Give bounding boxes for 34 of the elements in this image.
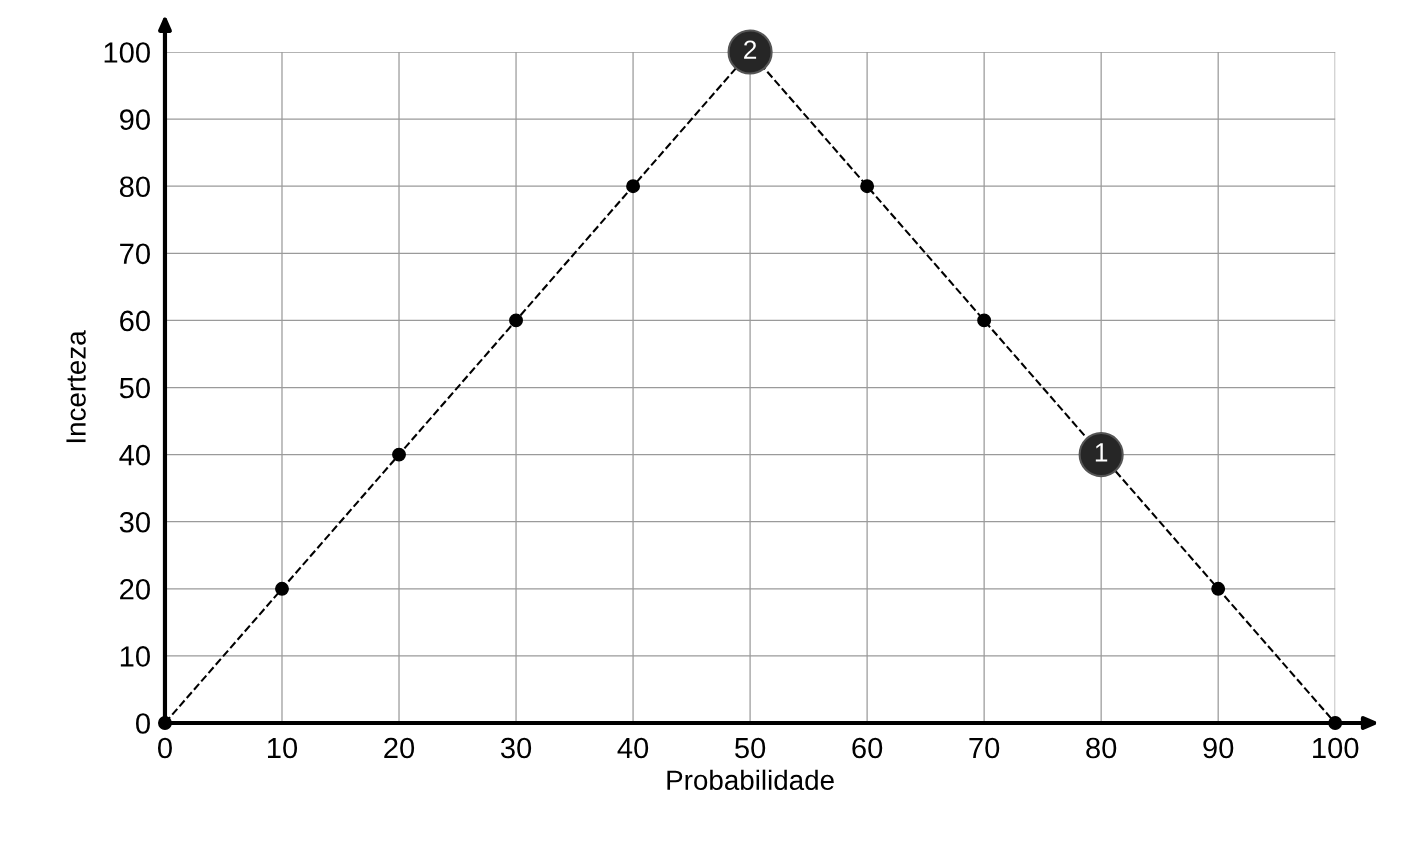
y-tick-label: 30 [119,511,150,533]
point [860,179,875,194]
y-tick-label: 50 [119,377,150,399]
x-tick-label: 90 [1203,737,1234,759]
x-tick-label: 0 [158,737,172,759]
x-tick-label: 80 [1086,737,1117,759]
y-tick-label: 0 [136,713,150,734]
x-tick-label: 20 [384,737,415,759]
point [977,313,992,328]
annotation: 2 [744,40,757,59]
y-tick-label: 80 [119,176,150,198]
y-tick-label: 60 [120,310,150,332]
point [1211,581,1226,596]
x-tick-label: 70 [969,737,1000,759]
y-tick-label: 40 [119,444,150,466]
x-tick-label: 30 [500,737,532,759]
x-tick-label: 10 [268,737,298,759]
x-tick-label: 60 [852,737,883,759]
x-tick-label: 100 [1313,737,1359,759]
x-axis-title: Probabilidade [667,769,834,791]
point [158,716,172,730]
point [392,447,406,462]
point [275,581,289,596]
y-tick-label: 70 [120,243,150,265]
y-tick-label: 100 [104,42,150,63]
y-tick-label: 90 [120,109,150,130]
x-tick-label: 50 [735,737,766,759]
x-tick-label: 40 [617,737,649,759]
y-tick-label: 20 [120,579,150,600]
point [509,313,523,328]
y-axis-title: Incerteza [66,330,86,443]
annotation: 1 [1095,443,1108,462]
y-tick-label: 10 [120,646,150,667]
point [626,179,641,194]
